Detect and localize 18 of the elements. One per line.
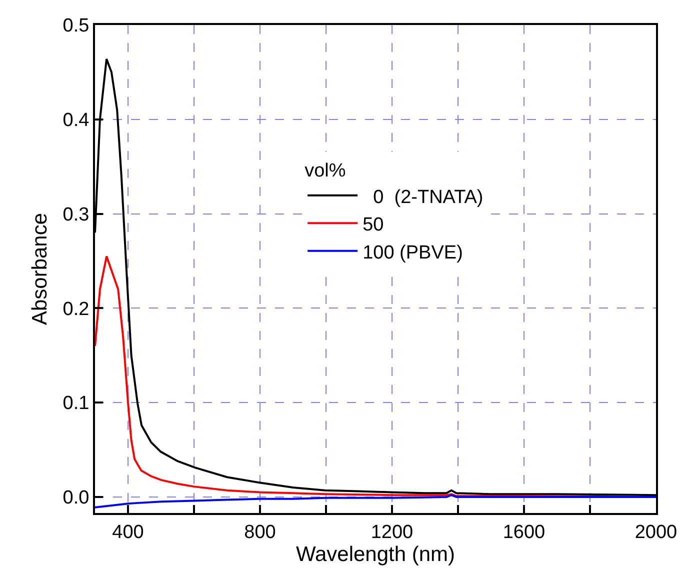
y-tick-label: 0.0 bbox=[62, 488, 90, 509]
y-tick-label: 0.4 bbox=[62, 110, 90, 132]
y-tick-label: 0.2 bbox=[62, 298, 90, 320]
y-tick-label: 0.3 bbox=[62, 204, 90, 226]
x-tick-label: 1200 bbox=[370, 522, 414, 543]
legend-label: 50 bbox=[362, 214, 384, 236]
x-axis-title: Wavelength (nm) bbox=[296, 542, 456, 566]
legend-title: vol% bbox=[304, 160, 346, 182]
y-tick-label: 0.5 bbox=[62, 16, 90, 37]
x-tick-label: 2000 bbox=[634, 522, 678, 543]
x-tick-label: 400 bbox=[112, 522, 144, 543]
legend-label: 100 (PBVE) bbox=[362, 242, 463, 264]
y-axis-title: Absorbance bbox=[28, 212, 52, 326]
line-series bbox=[95, 494, 656, 508]
x-tick-label: 1600 bbox=[502, 522, 546, 543]
x-tick-label: 800 bbox=[244, 522, 276, 543]
y-tick-label: 0.1 bbox=[62, 393, 90, 414]
legend-label: 0 (2-TNATA) bbox=[362, 186, 484, 208]
